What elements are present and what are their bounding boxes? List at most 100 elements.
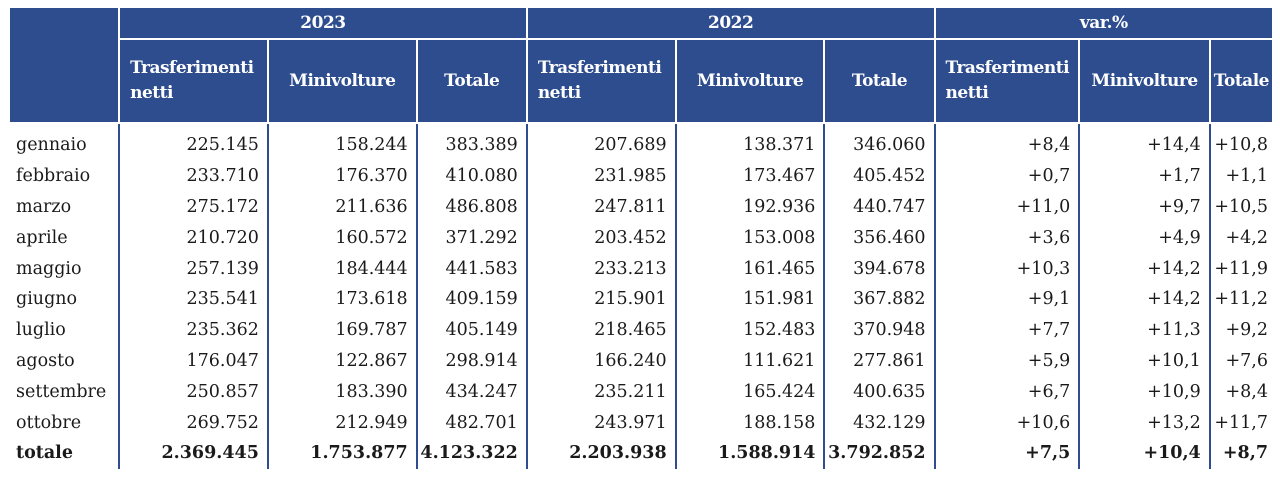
cell-trasferimenti-2023: 176.047 [120,345,269,377]
col-header-totale-var: Totale [1210,40,1272,124]
cell-totale-2022: 440.747 [825,191,936,223]
cell-minivolture-var: +10,1 [1080,345,1211,377]
table-row: febbraio 233.710 176.370 410.080 231.985 173.… [10,160,1272,192]
cell-minivolture-2023: 183.390 [269,376,418,408]
cell-minivolture-var: +14,2 [1080,253,1211,284]
cell-totale-2023: 410.080 [418,160,528,192]
cell-minivolture-var: +10,4 [1080,437,1211,469]
cell-totale-2022: 367.882 [825,283,936,315]
row-label: maggio [10,253,121,284]
cell-totale-2022: 400.635 [825,376,936,408]
cell-minivolture-var: +10,9 [1080,376,1211,408]
col-header-trasferimenti-var: Trasferimenti netti [935,40,1081,124]
cell-minivolture-var: +13,2 [1080,407,1211,438]
cell-minivolture-2022: 111.621 [677,345,826,377]
cell-totale-2022: 3.792.852 [825,437,936,469]
cell-trasferimenti-2023: 225.145 [120,124,269,161]
cell-minivolture-2023: 122.867 [269,345,418,377]
cell-minivolture-var: +1,7 [1080,160,1211,192]
row-label: agosto [10,345,121,377]
cell-trasferimenti-2023: 2.369.445 [120,437,269,469]
cell-minivolture-2023: 212.949 [269,407,418,438]
cell-minivolture-var: +4,9 [1080,222,1211,254]
cell-totale-var: +8,4 [1225,381,1269,402]
cell-minivolture-2022: 153.008 [677,222,826,254]
cell-minivolture-2023: 211.636 [269,191,418,223]
cell-totale-var: +11,2 [1214,289,1268,310]
cell-totale-var: +8,7 [1222,443,1268,464]
cell-totale-var: +11,9 [1214,258,1268,279]
table-row: ottobre 269.752 212.949 482.701 243.971 188.1… [10,407,1272,438]
row-label: totale [10,437,121,469]
cell-totale-var: +7,6 [1225,350,1269,371]
cell-trasferimenti-2022: 231.985 [528,160,677,192]
cell-trasferimenti-2022: 166.240 [528,345,677,377]
cell-trasferimenti-2022: 203.452 [528,222,677,254]
cell-trasferimenti-2023: 269.752 [120,407,269,438]
cell-trasferimenti-2023: 233.710 [120,160,269,192]
cell-minivolture-2022: 151.981 [677,283,826,315]
cell-totale-var: +4,2 [1225,227,1269,248]
table-row: luglio 235.362 169.787 405.149 218.465 152.48… [10,314,1272,346]
cell-totale-var: +9,2 [1225,320,1269,341]
cell-trasferimenti-2022: 207.689 [528,124,677,161]
cell-totale-2023: 298.914 [418,345,528,377]
cell-minivolture-2022: 1.588.914 [677,437,826,469]
cell-totale-var: +11,7 [1214,412,1268,433]
cell-trasferimenti-2023: 250.857 [120,376,269,408]
table-header: 2023 2022 var.% Trasferimenti netti Mini… [10,8,1272,124]
cell-trasferimenti-var: +5,9 [936,345,1081,377]
table-row: settembre 250.857 183.390 434.247 235.211 165… [10,376,1272,408]
row-label: aprile [10,222,121,254]
cell-minivolture-2023: 169.787 [269,314,418,346]
cell-trasferimenti-2022: 235.211 [528,376,677,408]
cell-totale-2022: 346.060 [825,124,936,161]
row-label: giugno [10,283,121,315]
cell-totale-var: +1,1 [1225,166,1269,187]
col-header-minivolture-var: Minivolture [1080,40,1211,124]
cell-totale-2023: 482.701 [418,407,528,438]
cell-totale-2023: 486.808 [418,191,528,223]
cell-totale-2023: 383.389 [418,124,528,161]
col-header-trasferimenti-2022: Trasferimenti netti [527,40,677,124]
cell-trasferimenti-2023: 257.139 [120,253,269,284]
cell-trasferimenti-var: +0,7 [936,160,1081,192]
row-label: febbraio [10,160,121,192]
cell-trasferimenti-var: +9,1 [936,283,1081,315]
cell-trasferimenti-2022: 215.901 [528,283,677,315]
col-header-minivolture-2023: Minivolture [268,40,418,124]
table-row: maggio 257.139 184.444 441.583 233.213 161.46… [10,253,1272,284]
cell-minivolture-2023: 158.244 [269,124,418,161]
cell-minivolture-2023: 173.618 [269,283,418,315]
table-body: gennaio 225.145 158.244 383.389 207.689 138.3… [10,124,1272,469]
cell-trasferimenti-2023: 235.362 [120,314,269,346]
cell-trasferimenti-var: +10,6 [936,407,1081,438]
cell-minivolture-2023: 160.572 [269,222,418,254]
cell-totale-2022: 370.948 [825,314,936,346]
cell-minivolture-2023: 1.753.877 [269,437,418,469]
cell-totale-2023: 409.159 [418,283,528,315]
cell-minivolture-var: +14,2 [1080,283,1211,315]
cell-totale-2022: 394.678 [825,253,936,284]
cell-minivolture-2022: 138.371 [677,124,826,161]
table-container: 2023 2022 var.% Trasferimenti netti Mini… [10,8,1272,469]
cell-minivolture-2022: 173.467 [677,160,826,192]
col-header-totale-2022: Totale [825,40,936,124]
cell-trasferimenti-2022: 218.465 [528,314,677,346]
group-header-var: var.% [935,8,1272,40]
cell-minivolture-2023: 176.370 [269,160,418,192]
total-row: totale 2.369.445 1.753.877 4.123.322 2.203.9… [10,437,1272,469]
group-header-2022: 2022 [527,8,936,40]
cell-trasferimenti-var: +6,7 [936,376,1081,408]
cell-minivolture-2022: 165.424 [677,376,826,408]
row-label: settembre [10,376,121,408]
cell-minivolture-var: +14,4 [1080,124,1211,161]
table-row: aprile 210.720 160.572 371.292 203.452 153.00… [10,222,1272,254]
cell-minivolture-2022: 192.936 [677,191,826,223]
cell-totale-var: +10,5 [1214,196,1268,217]
cell-trasferimenti-2022: 2.203.938 [528,437,677,469]
row-label: marzo [10,191,121,223]
cell-minivolture-2022: 161.465 [677,253,826,284]
cell-minivolture-2023: 184.444 [269,253,418,284]
cell-trasferimenti-var: +3,6 [936,222,1081,254]
